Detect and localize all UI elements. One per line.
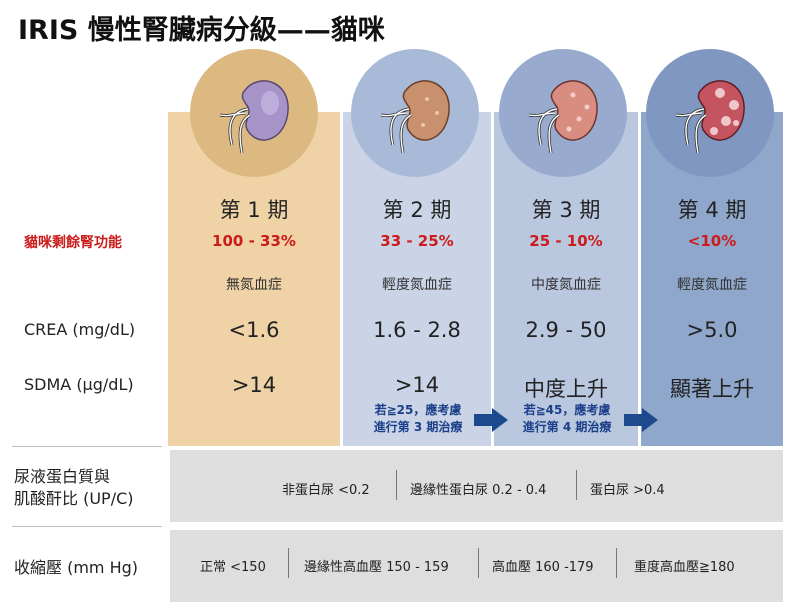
- row-label-upc-line2: 肌酸酐比 (UP/C): [14, 489, 134, 508]
- divider: [616, 548, 617, 578]
- stage-4-sdma: 顯著上升: [670, 377, 754, 401]
- stage-3-note-line2: 進行第 4 期治療: [522, 420, 612, 434]
- stage-3-sdma: 中度上升: [524, 377, 608, 401]
- kidney-mild-icon: [351, 49, 479, 177]
- kidney-severe-icon: [646, 49, 774, 177]
- bp-band: [170, 530, 783, 602]
- row-label-bp: 收縮壓 (mm Hg): [14, 558, 139, 577]
- stage-1-azotemia: 無氮血症: [226, 277, 282, 293]
- bp-category-4: 重度高血壓≧180: [634, 560, 735, 575]
- stage-3-note-line1: 若≧45，應考慮: [523, 403, 611, 417]
- stage-2-azotemia: 輕度氮血症: [382, 277, 452, 293]
- stage-2-function: 33 - 25%: [380, 232, 454, 250]
- stage-2-crea: 1.6 - 2.8: [373, 318, 461, 342]
- row-label-crea: CREA (mg/dL): [24, 320, 136, 339]
- stage-2-label: 第 2 期: [382, 198, 452, 222]
- stage-3-function: 25 - 10%: [529, 232, 603, 250]
- stage-1-crea: <1.6: [228, 318, 280, 342]
- upc-category-2: 邊緣性蛋白尿 0.2 - 0.4: [410, 483, 547, 498]
- divider: [288, 548, 289, 578]
- row-label-upc-line1: 尿液蛋白質與: [14, 467, 111, 486]
- row-label-sdma: SDMA (μg/dL): [24, 375, 134, 394]
- divider: [576, 470, 577, 500]
- page-title: IRIS 慢性腎臟病分級——貓咪: [18, 15, 385, 46]
- divider: [12, 446, 162, 447]
- stage-3-azotemia: 中度氮血症: [531, 277, 601, 293]
- upc-band: [170, 450, 783, 522]
- stage-1-function: 100 - 33%: [212, 232, 296, 250]
- stage-2-note: 若≧25，應考慮 進行第 3 期治療: [362, 402, 474, 436]
- upc-category-3: 蛋白尿 >0.4: [590, 483, 665, 498]
- stage-2-note-line2: 進行第 3 期治療: [373, 420, 463, 434]
- stage-4-function: <10%: [687, 232, 737, 250]
- divider: [396, 470, 397, 500]
- arrow-right-icon: [474, 408, 508, 436]
- stage-2-note-line1: 若≧25，應考慮: [374, 403, 462, 417]
- stage-3-crea: 2.9 - 50: [525, 318, 607, 342]
- stage-1-label: 第 1 期: [219, 198, 289, 222]
- stage-3-label: 第 3 期: [531, 198, 601, 222]
- upc-category-1: 非蛋白尿 <0.2: [282, 483, 370, 498]
- bp-category-1: 正常 <150: [200, 560, 266, 575]
- divider: [478, 548, 479, 578]
- arrow-right-icon: [624, 408, 658, 436]
- kidney-moderate-icon: [499, 49, 627, 177]
- stage-4-label: 第 4 期: [677, 198, 747, 222]
- bp-category-3: 高血壓 160 -179: [492, 560, 594, 575]
- stage-4-crea: >5.0: [686, 318, 738, 342]
- row-label-upc: 尿液蛋白質與 肌酸酐比 (UP/C): [14, 466, 134, 510]
- bp-category-2: 邊緣性高血壓 150 - 159: [304, 560, 449, 575]
- kidney-healthy-icon: [190, 49, 318, 177]
- row-label-kidney-function: 貓咪剩餘腎功能: [24, 235, 122, 251]
- stage-4-azotemia: 輕度氮血症: [677, 277, 747, 293]
- stage-3-note: 若≧45，應考慮 進行第 4 期治療: [510, 402, 624, 436]
- stage-2-sdma: >14: [394, 373, 440, 397]
- divider: [12, 526, 162, 527]
- stage-1-sdma: >14: [231, 373, 277, 397]
